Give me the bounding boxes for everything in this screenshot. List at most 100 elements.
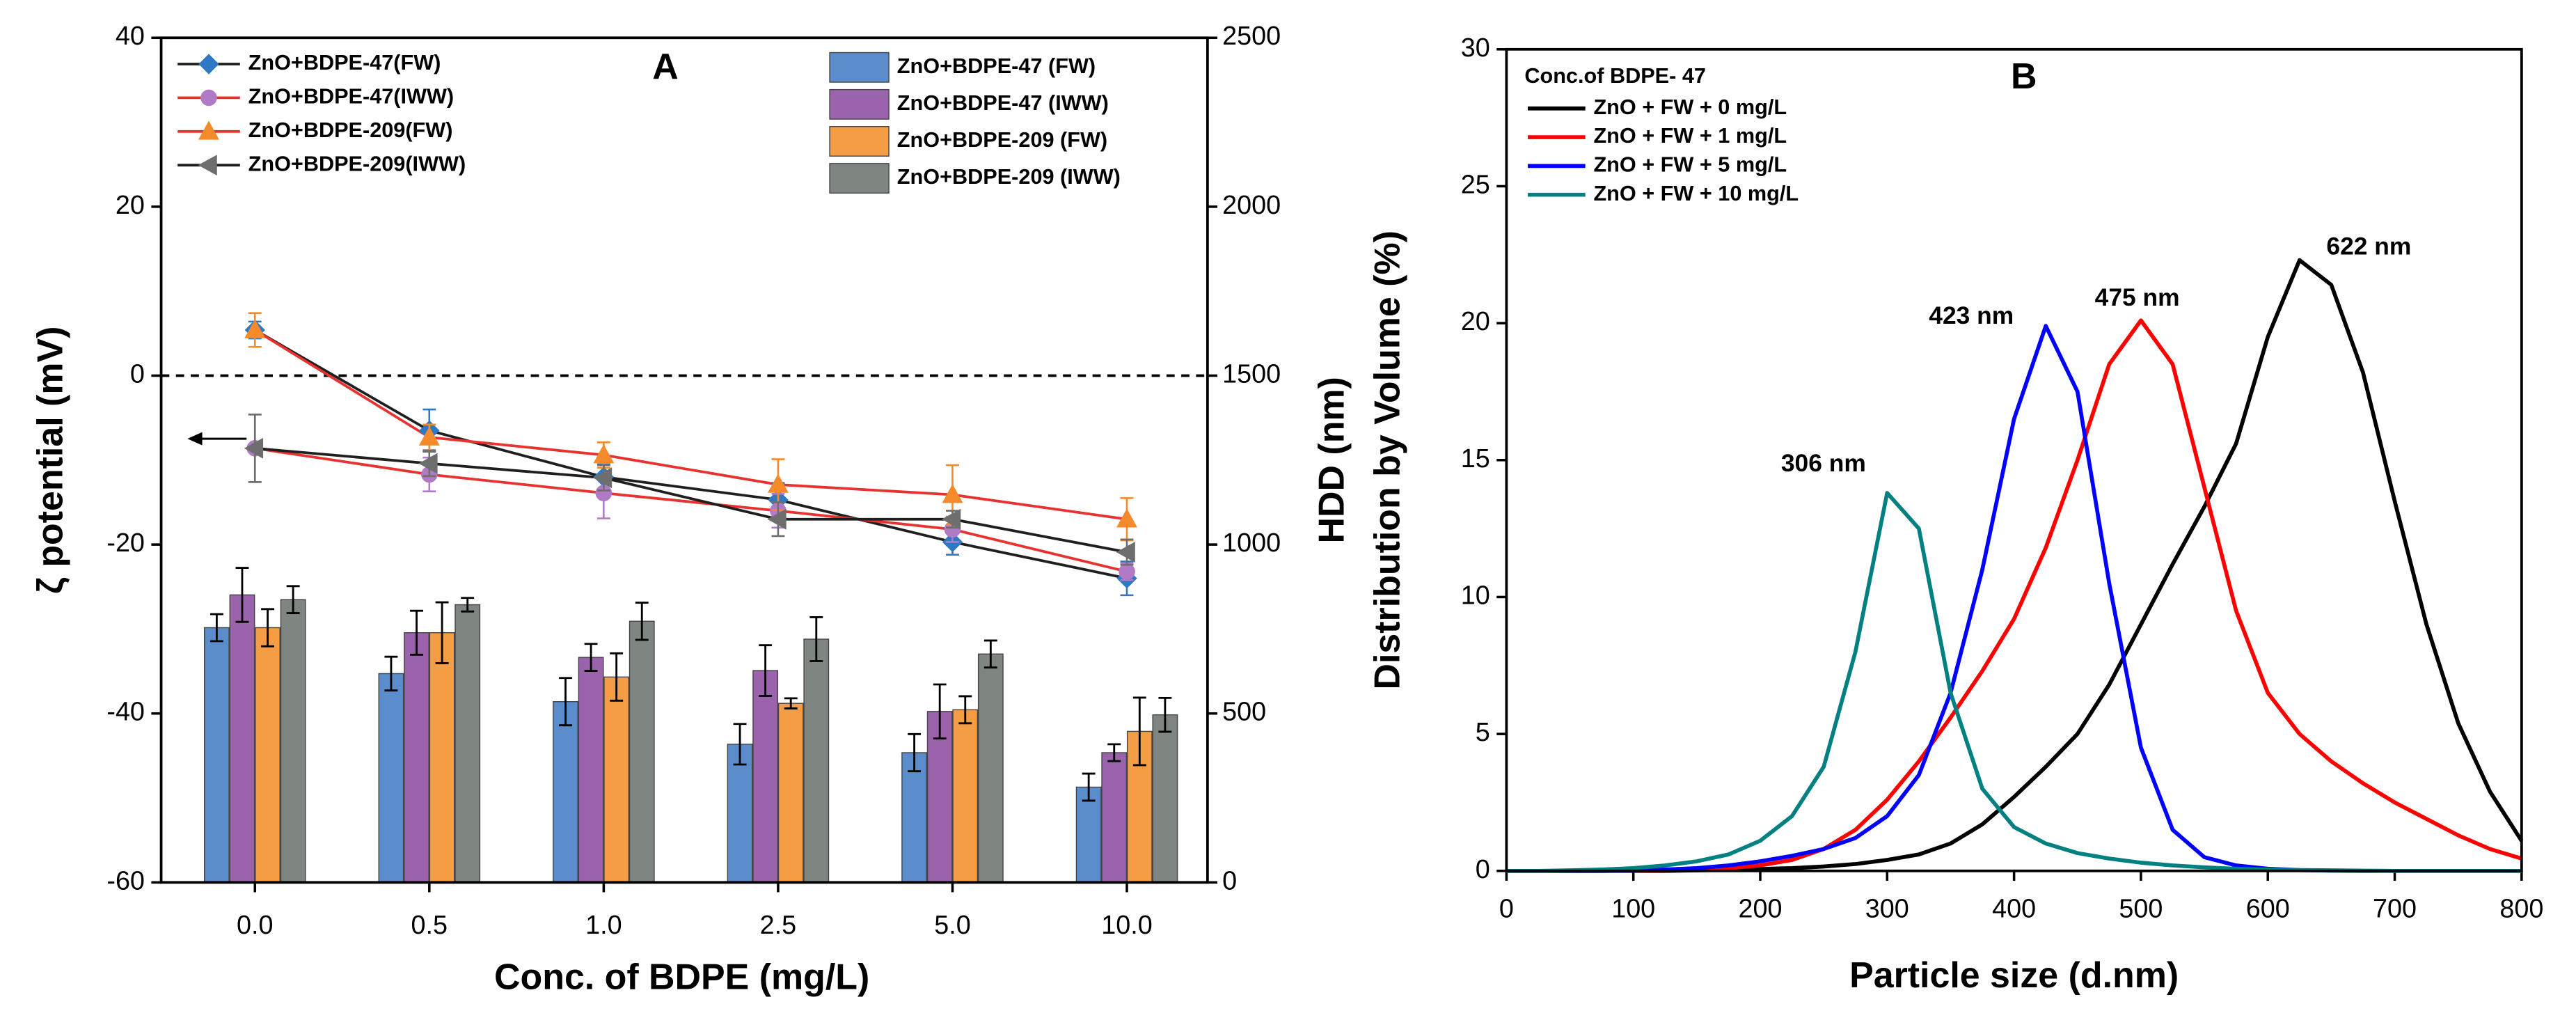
legend-label: ZnO+BDPE-209(FW)	[248, 118, 453, 142]
marker	[1119, 563, 1135, 580]
legend-label: ZnO+BDPE-47 (IWW)	[897, 91, 1109, 115]
bar	[901, 752, 928, 884]
bar	[752, 670, 779, 884]
chart-title: B	[2011, 56, 2037, 97]
y2-tick-label: 0	[1222, 865, 1237, 895]
x-tick-label: 500	[2119, 893, 2163, 923]
error-bar	[286, 585, 300, 615]
legend-label: ZnO + FW + 5 mg/L	[1593, 152, 1787, 176]
marker	[198, 155, 217, 176]
y-tick-label: 15	[1461, 444, 1490, 473]
x-tick-label: 10.0	[1101, 910, 1152, 939]
plot-frame	[1505, 47, 2523, 872]
x-axis-label: Particle size (d.nm)	[1849, 955, 2179, 996]
bar	[378, 673, 404, 884]
x-tick-label: 200	[1739, 893, 1783, 923]
line	[1506, 491, 2522, 873]
marker	[198, 54, 219, 75]
marker	[198, 120, 219, 140]
chart-title: A	[652, 47, 679, 87]
error-bar	[410, 609, 423, 656]
bar	[429, 632, 455, 884]
x-tick-label: 1.0	[585, 910, 622, 939]
error-bar	[759, 644, 773, 697]
legend-label: ZnO+BDPE-209(IWW)	[248, 152, 466, 175]
error-bar	[235, 567, 249, 623]
y2-tick-label: 2000	[1222, 190, 1281, 219]
error-bar	[933, 683, 947, 740]
y2-tick-label: 500	[1222, 697, 1266, 726]
plot-frame	[159, 36, 1209, 884]
annotation: 622 nm	[2326, 233, 2411, 260]
error-bar	[559, 677, 572, 727]
legend-label: ZnO + FW + 10 mg/L	[1593, 182, 1799, 205]
bar	[727, 744, 753, 884]
error-bar	[809, 616, 823, 662]
error-bar	[958, 695, 972, 725]
bar	[603, 676, 630, 884]
x-tick-label: 600	[2246, 893, 2290, 923]
bar	[1101, 752, 1128, 884]
bar	[803, 638, 830, 884]
marker	[592, 467, 613, 489]
error-bar	[610, 652, 624, 702]
error-bar	[983, 639, 997, 669]
y2-tick-label: 2500	[1222, 21, 1281, 50]
error-bar	[908, 732, 922, 773]
legend-label: ZnO + FW + 1 mg/L	[1593, 124, 1787, 148]
x-axis-label: Conc. of BDPE (mg/L)	[494, 957, 869, 997]
legend-label: ZnO + FW + 0 mg/L	[1593, 95, 1787, 119]
error-bar	[1107, 743, 1121, 762]
y-tick-label: 20	[116, 190, 145, 219]
legend-title: Conc.of BDPE- 47	[1524, 64, 1706, 88]
bar	[404, 632, 429, 884]
error-bar	[584, 643, 598, 672]
bar	[926, 711, 953, 884]
bar	[952, 709, 979, 884]
y-tick-label: 0	[1476, 854, 1490, 884]
legend-label: ZnO+BDPE-47(FW)	[248, 51, 441, 75]
line	[254, 446, 1128, 573]
x-tick-label: 300	[1865, 893, 1909, 923]
marker	[418, 453, 438, 474]
x-tick-label: 0.0	[237, 910, 273, 939]
bar	[455, 604, 481, 884]
line	[254, 329, 1128, 580]
bar	[629, 620, 655, 884]
bar	[977, 653, 1004, 884]
y-tick-label: 0	[130, 359, 145, 388]
y-tick-label: 30	[1461, 33, 1490, 62]
y-axis-label: Distribution by Volume (%)	[1368, 230, 1408, 689]
y-tick-label: 5	[1476, 717, 1490, 746]
bar	[553, 701, 578, 884]
y2-tick-label: 1000	[1222, 528, 1281, 557]
bar	[1152, 714, 1178, 884]
x-tick-label: 700	[2373, 893, 2417, 923]
marker	[767, 473, 789, 493]
x-tick-label: 100	[1611, 893, 1655, 923]
y-tick-label: -20	[106, 528, 145, 557]
error-bar	[210, 613, 223, 643]
error-bar	[384, 655, 398, 692]
legend-label: ZnO+BDPE-209 (IWW)	[897, 165, 1121, 189]
x-tick-label: 0	[1499, 893, 1514, 923]
line	[1506, 258, 2524, 873]
marker	[418, 426, 440, 446]
error-bar	[461, 597, 475, 613]
error-bar	[733, 723, 747, 766]
y-tick-label: 25	[1461, 169, 1490, 198]
line	[255, 446, 1128, 554]
legend-label: ZnO+BDPE-47 (FW)	[897, 54, 1096, 78]
y-tick-label: 10	[1461, 580, 1490, 609]
legend-swatch	[829, 126, 890, 157]
marker	[1116, 508, 1137, 528]
legend-swatch	[829, 88, 890, 120]
error-bar	[635, 602, 649, 641]
x-tick-label: 800	[2499, 893, 2543, 923]
error-bar	[435, 601, 449, 664]
legend-label: ZnO+BDPE-209 (FW)	[897, 128, 1107, 152]
error-bar	[1158, 696, 1172, 733]
marker	[244, 319, 266, 338]
